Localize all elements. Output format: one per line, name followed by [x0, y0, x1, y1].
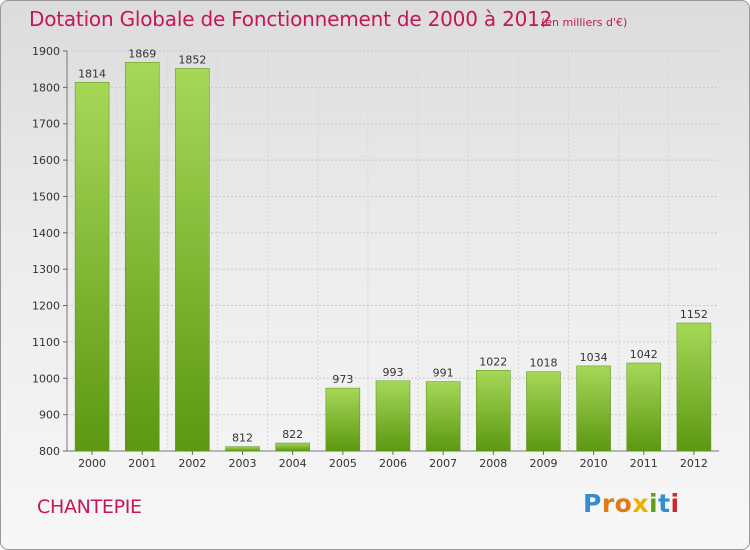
proxiti-logo: Proxiti: [583, 489, 680, 518]
bar-2000: [74, 82, 110, 452]
y-tick-label: 1700: [32, 118, 60, 131]
value-label-2002: 1852: [178, 53, 206, 66]
x-tick-label-2010: 2010: [580, 457, 608, 470]
y-tick-label: 1600: [32, 154, 60, 167]
y-tick-label: 1100: [32, 336, 60, 349]
bar-2001: [124, 62, 160, 452]
value-label-2000: 1814: [78, 67, 106, 80]
value-label-2007: 991: [433, 367, 454, 380]
y-tick-label: 800: [39, 445, 60, 458]
y-tick-label: 1300: [32, 263, 60, 276]
bar-2009: [526, 371, 561, 452]
y-tick-label: 1800: [32, 81, 60, 94]
bar-2002: [175, 68, 210, 452]
axes: 800 900 1000 1100 1200 1300 1400 1500 1600 1700 18…: [32, 45, 719, 470]
x-tick-label-2008: 2008: [479, 457, 507, 470]
x-tick-label-2000: 2000: [78, 457, 106, 470]
x-tick-label-2007: 2007: [429, 457, 457, 470]
y-tick-label: 1400: [32, 227, 60, 240]
value-label-2006: 993: [383, 366, 404, 379]
value-label-2010: 1034: [580, 351, 608, 364]
bar-2004: [275, 442, 310, 452]
chart-title: Dotation Globale de Fonctionnement de 20…: [29, 7, 553, 31]
x-tick-label-2012: 2012: [680, 457, 708, 470]
bar-2012: [676, 322, 712, 452]
x-tick-label-2003: 2003: [229, 457, 257, 470]
x-tick-label-2002: 2002: [178, 457, 206, 470]
x-tick-label-2006: 2006: [379, 457, 407, 470]
bar-2003: [225, 446, 260, 452]
x-tick-label-2005: 2005: [329, 457, 357, 470]
bar-2007: [425, 381, 461, 452]
x-tick-label-2011: 2011: [630, 457, 658, 470]
y-tick-label: 1900: [32, 45, 60, 58]
value-label-2008: 1022: [479, 355, 507, 368]
value-label-2001: 1869: [128, 47, 156, 60]
chart-subtitle: (en milliers d'€): [541, 16, 628, 29]
x-tick-label-2001: 2001: [128, 457, 156, 470]
commune-name: CHANTEPIE: [37, 496, 142, 518]
x-tick-label-2004: 2004: [279, 457, 307, 470]
value-label-2005: 973: [332, 373, 353, 386]
x-tick-label-2009: 2009: [529, 457, 557, 470]
y-tick-label: 1000: [32, 372, 60, 385]
bar-2006: [375, 380, 411, 452]
value-label-2012: 1152: [680, 308, 708, 321]
bar-2011: [626, 362, 662, 452]
value-label-2011: 1042: [630, 348, 658, 361]
y-tick-label: 900: [39, 409, 60, 422]
bar-2010: [576, 365, 611, 452]
value-label-2004: 822: [282, 428, 303, 441]
y-tick-label: 1500: [32, 190, 60, 203]
bar-2008: [476, 370, 511, 452]
data-labels: 1814 1869 1852 812 822 973 993 991 1022 1018 1034 1…: [78, 47, 708, 444]
bar-2005: [325, 387, 361, 452]
value-label-2003: 812: [232, 432, 253, 445]
value-label-2009: 1018: [529, 357, 557, 370]
bars: [74, 62, 712, 452]
y-tick-label: 1200: [32, 300, 60, 313]
